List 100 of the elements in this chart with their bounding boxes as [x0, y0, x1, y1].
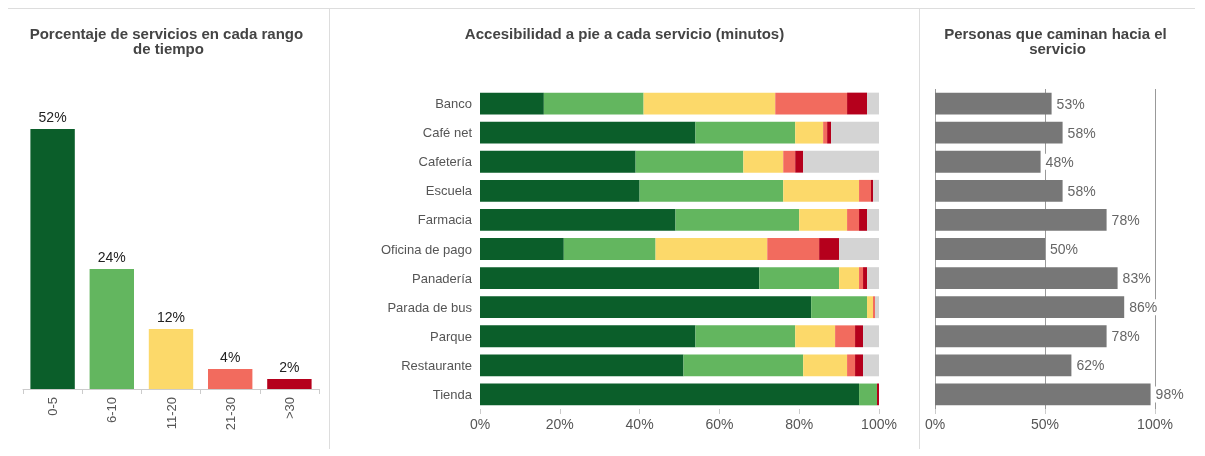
- bar: [935, 383, 1151, 406]
- bar: [635, 150, 744, 173]
- bar: [795, 325, 836, 348]
- x-tick-label: 11-20: [163, 397, 179, 430]
- bar: [643, 92, 776, 115]
- data-label: 48%: [1045, 153, 1074, 170]
- bar: [827, 121, 832, 144]
- bar: [480, 354, 684, 377]
- bar: [935, 325, 1107, 348]
- data-label: 24%: [97, 249, 126, 265]
- bar: [935, 121, 1063, 144]
- data-label: 58%: [1067, 182, 1096, 199]
- bar: [480, 121, 696, 144]
- bar: [795, 121, 824, 144]
- x-tick-label: 0%: [924, 416, 946, 432]
- bar: [831, 121, 879, 144]
- data-label: 78%: [1111, 211, 1140, 228]
- bar: [835, 325, 856, 348]
- y-tick-label: Tienda: [432, 386, 473, 402]
- data-label: 62%: [1076, 357, 1105, 374]
- x-tick-label: 50%: [1030, 416, 1060, 432]
- bar: [675, 209, 800, 231]
- bar: [839, 267, 860, 289]
- bar: [695, 121, 796, 144]
- bar: [847, 209, 860, 231]
- bar: [863, 325, 879, 348]
- bar: [695, 325, 796, 348]
- bar: [859, 383, 878, 406]
- bar: [480, 92, 544, 115]
- bar: [480, 179, 640, 202]
- bar: [480, 209, 676, 231]
- bar: [743, 150, 784, 173]
- bar: [480, 238, 564, 260]
- bar: [935, 209, 1107, 231]
- bar: [935, 354, 1072, 377]
- bar: [480, 325, 696, 348]
- chart-title: Porcentaje de servicios en cada rango de tiempo: [29, 25, 308, 57]
- y-tick-label: Escuela: [425, 183, 473, 199]
- bar: [783, 179, 860, 202]
- bar: [811, 296, 868, 319]
- data-label: 50%: [1050, 241, 1079, 257]
- bar: [867, 296, 874, 319]
- bar: [871, 179, 874, 202]
- bar: [803, 150, 879, 173]
- x-tick-label: 20%: [545, 416, 574, 432]
- x-tick-label: 100%: [1137, 416, 1173, 432]
- bar: [775, 92, 848, 115]
- bar: [935, 267, 1118, 289]
- bar: [655, 238, 768, 260]
- data-label: 53%: [1056, 95, 1085, 112]
- bar: [863, 354, 879, 377]
- x-tick-label: 0%: [469, 416, 491, 432]
- bar: [267, 379, 312, 389]
- bar: [819, 238, 840, 260]
- data-label: 98%: [1155, 386, 1184, 403]
- bar: [935, 92, 1052, 115]
- x-tick-label: 40%: [625, 416, 654, 432]
- bar: [867, 267, 879, 289]
- bar: [859, 267, 864, 289]
- bar: [847, 354, 856, 377]
- bar: [563, 238, 656, 260]
- data-label: 2%: [279, 359, 300, 375]
- data-label: 58%: [1067, 124, 1096, 141]
- bar: [855, 354, 864, 377]
- x-tick-label: 60%: [705, 416, 734, 432]
- bar: [803, 354, 848, 377]
- bar: [823, 121, 828, 144]
- bar: [935, 150, 1041, 173]
- y-tick-label: Farmacia: [417, 212, 473, 228]
- bar: [839, 238, 879, 260]
- x-tick-label: 80%: [785, 416, 814, 432]
- x-tick-label: >30: [281, 397, 297, 420]
- bar: [683, 354, 804, 377]
- bar: [799, 209, 848, 231]
- y-tick-label: Parada de bus: [387, 299, 473, 315]
- bar: [89, 269, 134, 389]
- y-tick-label: Oficina de pago: [380, 241, 472, 257]
- x-tick-label: 6-10: [104, 397, 120, 424]
- bar: [767, 238, 820, 260]
- y-tick-label: Panadería: [412, 270, 473, 286]
- data-label: 83%: [1122, 270, 1151, 287]
- data-label: 4%: [220, 349, 241, 365]
- bar: [208, 369, 253, 389]
- bar: [867, 209, 879, 231]
- bar: [30, 129, 75, 389]
- bar: [639, 179, 784, 202]
- bar: [875, 296, 879, 319]
- bar: [847, 92, 868, 115]
- bar: [480, 296, 812, 319]
- y-tick-label: Restaurante: [401, 357, 472, 373]
- bar: [935, 238, 1045, 260]
- chart-title: Accesibilidad a pie a cada servicio (minutos): [464, 25, 785, 42]
- data-label: 78%: [1111, 328, 1140, 345]
- bar: [855, 325, 864, 348]
- bar: [480, 150, 636, 173]
- y-tick-label: Parque: [430, 328, 472, 344]
- bar: [863, 267, 868, 289]
- x-tick-label: 21-30: [222, 397, 238, 431]
- y-tick-label: Banco: [435, 96, 472, 112]
- x-tick-label: 100%: [861, 416, 897, 432]
